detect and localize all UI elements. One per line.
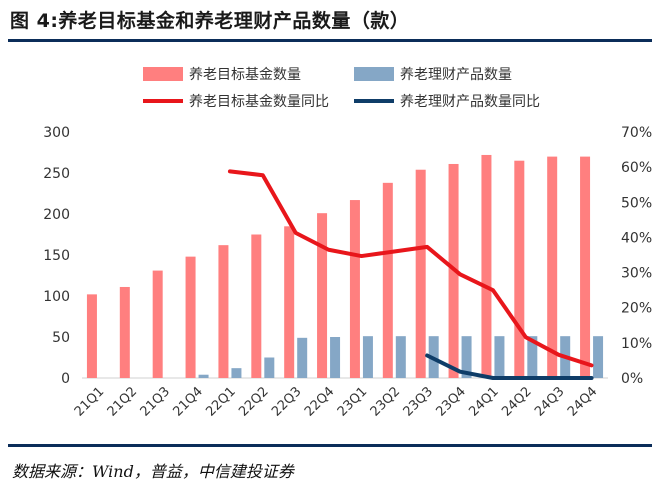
bar-wealth <box>264 357 275 378</box>
x-tick-label: 22Q4 <box>302 384 337 419</box>
legend-item: 养老理财产品数量同比 <box>354 94 540 110</box>
x-tick-label: 21Q2 <box>105 384 140 419</box>
bar-wealth <box>395 336 406 378</box>
bar-fund <box>119 286 130 378</box>
legend-label: 养老目标基金数量同比 <box>189 93 329 110</box>
legend-item: 养老理财产品数量 <box>354 67 512 83</box>
y-left-tick-label: 100 <box>43 289 70 305</box>
x-tick-label: 22Q2 <box>236 384 271 419</box>
bar-fund <box>218 245 229 378</box>
x-tick-label: 21Q4 <box>171 384 206 419</box>
y-right-tick-label: 0% <box>621 371 643 387</box>
legend-label: 养老目标基金数量 <box>189 66 301 83</box>
line-fund-yoy <box>227 169 594 368</box>
bar-fund <box>86 294 97 378</box>
y-right-tick-label: 60% <box>621 160 652 176</box>
x-tick-label: 24Q1 <box>466 384 501 419</box>
bar-fund <box>382 182 393 378</box>
bars <box>86 154 604 378</box>
source-note: 数据来源：Wind，普益，中信建投证券 <box>12 462 294 481</box>
bar-wealth <box>593 336 604 378</box>
bar-fund <box>514 160 525 378</box>
y-left-tick-label: 50 <box>52 330 70 346</box>
x-tick-label: 23Q3 <box>401 384 436 419</box>
bar-wealth <box>198 374 209 378</box>
x-tick-label: 23Q2 <box>368 384 403 419</box>
bar-wealth <box>297 337 308 378</box>
x-tick-label: 23Q1 <box>335 384 370 419</box>
y-right-tick-label: 10% <box>621 336 652 352</box>
legend-swatch <box>354 67 394 81</box>
bottom-divider <box>8 444 652 447</box>
x-tick-label: 23Q4 <box>434 384 469 419</box>
y-left-tick-label: 200 <box>43 207 70 223</box>
left-axis: 0 50 100 150 200 250 300 <box>43 125 608 387</box>
bar-fund <box>547 156 558 378</box>
bar-wealth <box>231 368 242 378</box>
right-axis: 0% 10% 20% 30% 40% 50% 60% 70% <box>621 125 652 387</box>
x-tick-label: 21Q1 <box>72 384 107 419</box>
y-right-tick-label: 70% <box>621 125 652 141</box>
line-wealth-yoy <box>425 353 594 380</box>
bar-wealth <box>461 336 472 378</box>
x-tick-label: 22Q1 <box>203 384 238 419</box>
y-left-tick-label: 0 <box>61 371 70 387</box>
lines <box>227 169 594 380</box>
bar-wealth <box>494 336 505 378</box>
y-left-tick-label: 150 <box>43 248 70 264</box>
legend-label: 养老理财产品数量同比 <box>400 94 540 110</box>
x-tick-label: 24Q2 <box>499 384 534 419</box>
chart-title: 图 4:养老目标基金和养老理财产品数量（款） <box>10 10 410 32</box>
legend-label: 养老理财产品数量 <box>400 67 512 83</box>
y-left-tick-label: 250 <box>43 166 70 182</box>
bar-fund <box>349 200 360 378</box>
bar-fund <box>317 213 328 378</box>
top-divider <box>8 39 652 42</box>
bar-fund <box>481 154 492 378</box>
y-left-tick-label: 300 <box>43 125 70 141</box>
bar-wealth <box>330 337 341 378</box>
bar-fund <box>415 169 426 378</box>
bar-wealth <box>527 336 538 378</box>
y-right-tick-label: 50% <box>621 195 652 211</box>
legend-swatch <box>143 67 183 81</box>
bar-fund <box>284 226 295 378</box>
bar-wealth <box>362 336 373 378</box>
bar-fund <box>251 234 262 378</box>
legend-item: 养老目标基金数量同比 <box>143 93 329 110</box>
legend-item: 养老目标基金数量 <box>143 66 301 83</box>
y-right-tick-label: 20% <box>621 301 652 317</box>
x-tick-label: 24Q4 <box>565 384 600 419</box>
bar-fund <box>580 156 591 378</box>
x-tick-label: 24Q3 <box>532 384 567 419</box>
bar-fund <box>185 256 196 378</box>
bar-fund <box>152 270 163 378</box>
y-right-tick-label: 30% <box>621 266 652 282</box>
x-tick-label: 21Q3 <box>138 384 173 419</box>
y-right-tick-label: 40% <box>621 230 652 246</box>
x-tick-label: 22Q3 <box>269 384 304 419</box>
x-axis-labels: 21Q121Q221Q321Q422Q122Q222Q322Q423Q123Q2… <box>72 384 601 419</box>
